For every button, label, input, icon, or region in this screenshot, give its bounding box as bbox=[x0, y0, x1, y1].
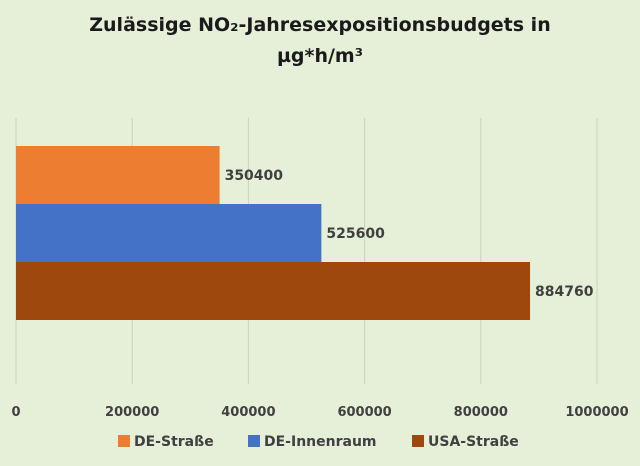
x-tick-label: 200000 bbox=[105, 405, 159, 420]
chart-title-line-2: µg*h/m³ bbox=[276, 45, 364, 67]
x-tick-label: 600000 bbox=[337, 405, 391, 420]
bar bbox=[16, 204, 322, 262]
legend-swatch bbox=[118, 435, 130, 447]
chart-title: Zulässige NO₂-Jahresexpositionsbudgets i… bbox=[0, 10, 640, 72]
x-tick-label: 400000 bbox=[221, 405, 275, 420]
legend-swatch bbox=[412, 435, 424, 447]
bar bbox=[16, 146, 220, 204]
legend-swatch bbox=[248, 435, 260, 447]
legend: DE-Straße DE-Innenraum USA-Straße bbox=[118, 434, 519, 450]
data-label: 525600 bbox=[326, 226, 385, 242]
legend-label: DE-Straße bbox=[134, 434, 214, 450]
x-tick-label: 1000000 bbox=[565, 405, 628, 420]
x-tick-label: 800000 bbox=[454, 405, 508, 420]
x-tick-label: 0 bbox=[11, 405, 20, 420]
data-label: 350400 bbox=[225, 168, 284, 184]
chart-title-line-1: Zulässige NO₂-Jahresexpositionsbudgets i… bbox=[89, 14, 551, 36]
x-axis-ticks: 0 200000 400000 600000 800000 1000000 bbox=[11, 405, 628, 420]
legend-label: DE-Innenraum bbox=[264, 434, 377, 450]
data-label: 884760 bbox=[535, 284, 594, 300]
bars: 350400 525600 884760 bbox=[16, 146, 594, 320]
legend-label: USA-Straße bbox=[428, 434, 519, 450]
bar bbox=[16, 262, 531, 320]
